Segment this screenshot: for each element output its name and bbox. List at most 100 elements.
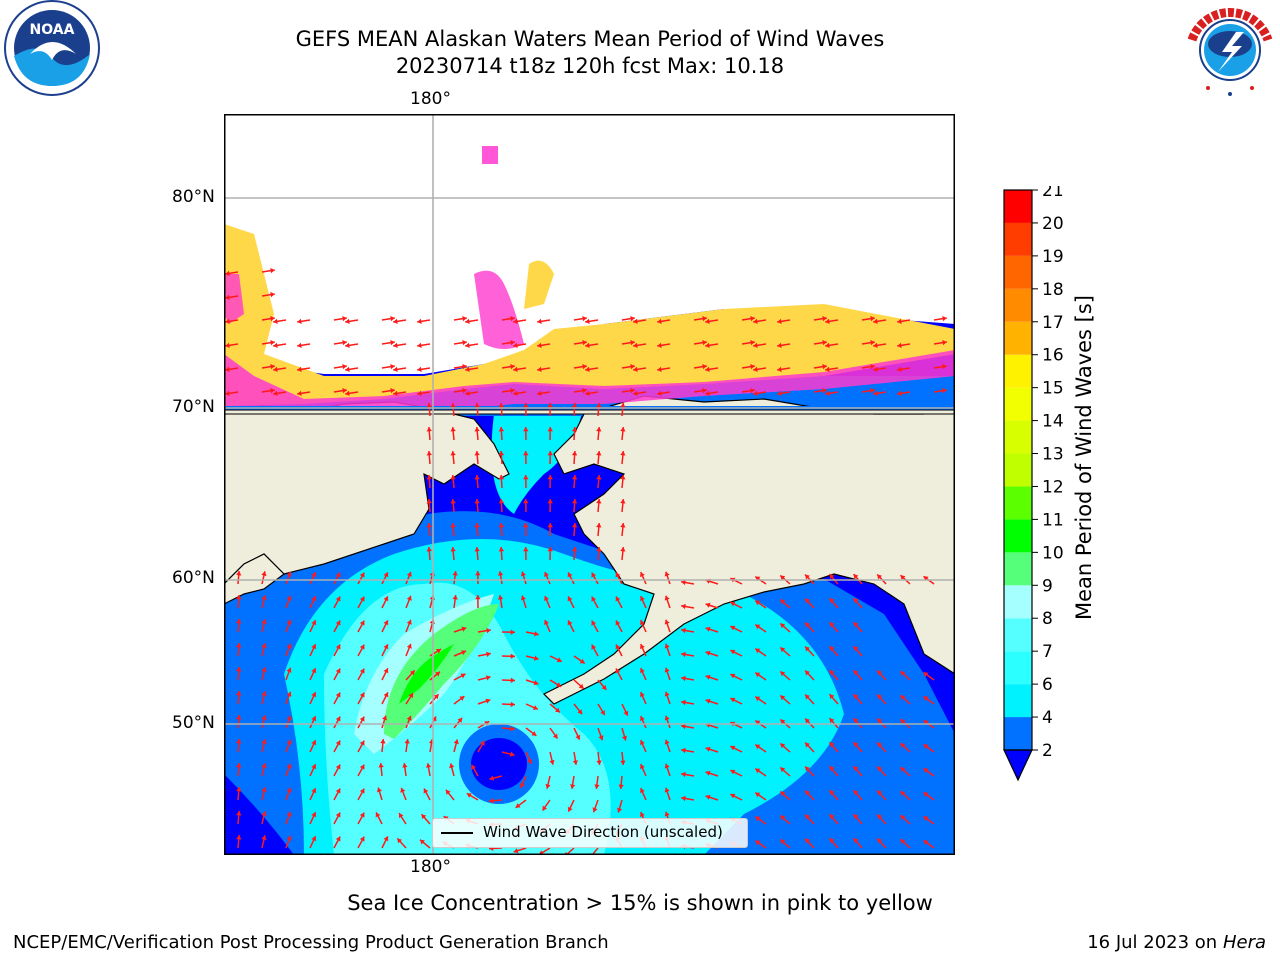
arrow-head (681, 675, 686, 682)
arrow-head (825, 366, 830, 372)
colorbar-tick-label: 20 (1042, 214, 1064, 234)
arrow-head (236, 763, 242, 768)
arrow-head (261, 667, 267, 673)
arrow-head (664, 763, 670, 769)
arrow-head (261, 763, 267, 769)
arrow-head (571, 451, 578, 456)
arrow-head (393, 342, 398, 348)
arrow-head (942, 316, 947, 322)
arrow-head (475, 595, 481, 600)
arrow-head (805, 790, 810, 796)
arrow-head (225, 294, 230, 300)
arrow-head (261, 595, 267, 601)
arrow-head (780, 719, 786, 725)
arrow-head (640, 572, 645, 578)
arrow-head (462, 388, 467, 394)
arrow-head (755, 696, 761, 702)
arrow-head (498, 523, 505, 528)
colorbar-tick-label: 10 (1042, 543, 1064, 563)
arrow-head (705, 698, 711, 704)
arrow-head (466, 793, 472, 798)
arrow-head (270, 292, 275, 298)
arrow-head (225, 366, 230, 372)
arrow-head (520, 571, 526, 577)
arrow-head (640, 620, 645, 626)
arrow-head (474, 475, 480, 480)
arrow-head (498, 403, 505, 408)
arrow-head (702, 388, 707, 394)
arrow-head (755, 576, 761, 582)
arrow-head (533, 680, 539, 686)
arrow-head (533, 655, 539, 661)
arrow-head (359, 788, 365, 794)
arrow-head (359, 812, 365, 818)
arrow-head (311, 764, 317, 770)
arrow-head (359, 668, 365, 674)
arrow-head (591, 572, 597, 578)
lon-label-top: 180° (410, 89, 451, 109)
colorbar-tick-label: 13 (1042, 445, 1064, 465)
arrow-head (459, 696, 465, 701)
arrow-head (486, 651, 491, 657)
arrow-head (547, 499, 553, 504)
arrow-head (681, 651, 686, 658)
chart-title: GEFS MEAN Alaskan Waters Mean Period of … (295, 27, 885, 51)
arrow-head (390, 316, 395, 322)
arrow-head (780, 815, 786, 821)
arrow-head (594, 784, 600, 789)
colorbar-frame (1003, 189, 1033, 751)
arrow-head (513, 318, 518, 324)
arrow-head (273, 342, 278, 348)
arrow-head (498, 451, 505, 456)
arrow-head (426, 475, 432, 480)
arrow-head (822, 316, 827, 322)
arrow-head (640, 596, 645, 602)
arrow-head (630, 388, 635, 394)
arrow-head (311, 572, 317, 578)
arrow-head (537, 342, 542, 348)
arrow-head (567, 806, 573, 812)
arrow-head (640, 764, 645, 770)
wave-period-9-10 (384, 604, 499, 739)
arrow-head (261, 715, 267, 721)
arrow-head (571, 523, 578, 528)
arrow-head (681, 627, 686, 634)
arrow-head (547, 427, 553, 432)
arrow-head (465, 390, 470, 396)
arrow-head (829, 790, 835, 796)
arrow-head (617, 807, 623, 813)
arrow-head (335, 692, 341, 698)
arrow-head (853, 790, 859, 795)
colorbar-bin (1004, 387, 1032, 421)
arrow-head (633, 366, 638, 372)
arrow-head (475, 571, 481, 576)
arrow-head (753, 390, 758, 396)
arrow-head (825, 318, 830, 324)
arrow-head (453, 739, 459, 745)
arrow-head (780, 791, 786, 797)
arrow-head (547, 523, 553, 528)
arrow-head (829, 694, 835, 700)
arrow-head (805, 742, 810, 748)
arrow-head (236, 595, 242, 600)
arrow-head (261, 835, 267, 841)
colorbar-tick-label: 7 (1042, 642, 1053, 662)
arrow-head (461, 650, 466, 656)
arrow-head (705, 794, 711, 800)
arrow-head (877, 694, 882, 700)
arrow-head (664, 811, 670, 817)
arrow-head (335, 572, 341, 578)
arrow-head (578, 683, 584, 689)
arrow-head (489, 798, 494, 804)
arrow-head (270, 364, 275, 370)
arrow-head (702, 340, 707, 346)
arrow-head (359, 644, 365, 650)
arrow-head (457, 717, 463, 723)
arrow-head (620, 523, 626, 528)
colorbar-tick-label: 14 (1042, 412, 1064, 432)
arrow-head (406, 595, 412, 601)
arrow-head (485, 675, 491, 681)
arrow-head (705, 770, 711, 776)
arrow-head (923, 696, 929, 701)
arrow-head (261, 619, 267, 625)
